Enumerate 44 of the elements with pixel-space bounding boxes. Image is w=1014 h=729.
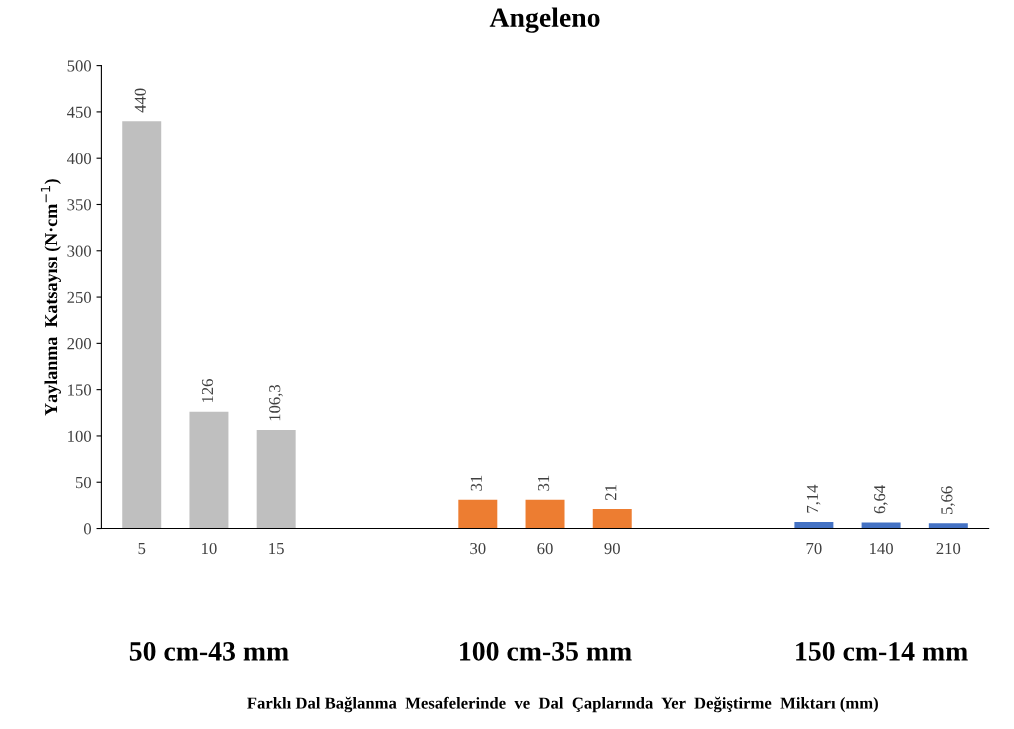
- chart-title: Angeleno: [489, 7, 600, 33]
- y-tick-label: 100: [68, 430, 92, 442]
- y-tick-label: 150: [68, 384, 92, 396]
- x-tick-label: 10: [202, 542, 217, 555]
- y-tick-label: 0: [83, 523, 92, 535]
- text: Farklı Dal Bağlanma Mesafelerinde ve Dal Çaplarında Yer Değiştirme Miktarı (mm): [247, 696, 878, 713]
- data-label: 7,14: [806, 484, 821, 513]
- y-tick-label: 500: [67, 60, 92, 72]
- data-label: 440: [134, 88, 146, 113]
- x-tick-label: 70: [806, 542, 822, 555]
- y-axis-title: Yaylanma Katsayısı (N·cm$^{−1}$): [40, 179, 61, 416]
- data-label: 6,64: [874, 485, 888, 514]
- bar: [794, 521, 834, 529]
- x-tick-label: 140: [870, 542, 893, 555]
- x-tick-label: 15: [269, 542, 284, 555]
- bar: [256, 430, 296, 529]
- bar: [525, 499, 565, 529]
- y-tick-label: 200: [67, 338, 92, 350]
- bar: [189, 411, 229, 529]
- x-tick-label: 60: [537, 542, 553, 555]
- data-label: 126: [201, 379, 214, 403]
- y-tick-label: 50: [75, 476, 92, 489]
- y-tick-label: 450: [67, 106, 92, 118]
- text: 150 cm-14 mm: [796, 642, 968, 661]
- bar: [928, 523, 968, 529]
- data-label: 21: [605, 485, 617, 501]
- y-tick-label: 250: [67, 291, 92, 304]
- x-tick-label: 90: [604, 542, 620, 555]
- y-tick-label: 350: [67, 199, 92, 211]
- x-tick-label: 210: [936, 542, 961, 555]
- data-label: 5,66: [941, 486, 955, 514]
- text: 100 cm-35 mm: [460, 642, 632, 661]
- bar: [458, 499, 498, 529]
- y-tick-label: 300: [67, 245, 92, 257]
- bar: [861, 522, 901, 529]
- x-tick-label: 5: [138, 543, 146, 555]
- y-tick-label: 400: [67, 152, 92, 165]
- text: 50 cm-43 mm: [129, 642, 289, 661]
- bar: [592, 509, 632, 529]
- x-tick-label: 30: [470, 542, 486, 555]
- data-label: 31: [470, 475, 482, 491]
- data-label: 31: [538, 475, 550, 491]
- bar: [122, 121, 162, 529]
- data-label: 106,3: [269, 384, 283, 421]
